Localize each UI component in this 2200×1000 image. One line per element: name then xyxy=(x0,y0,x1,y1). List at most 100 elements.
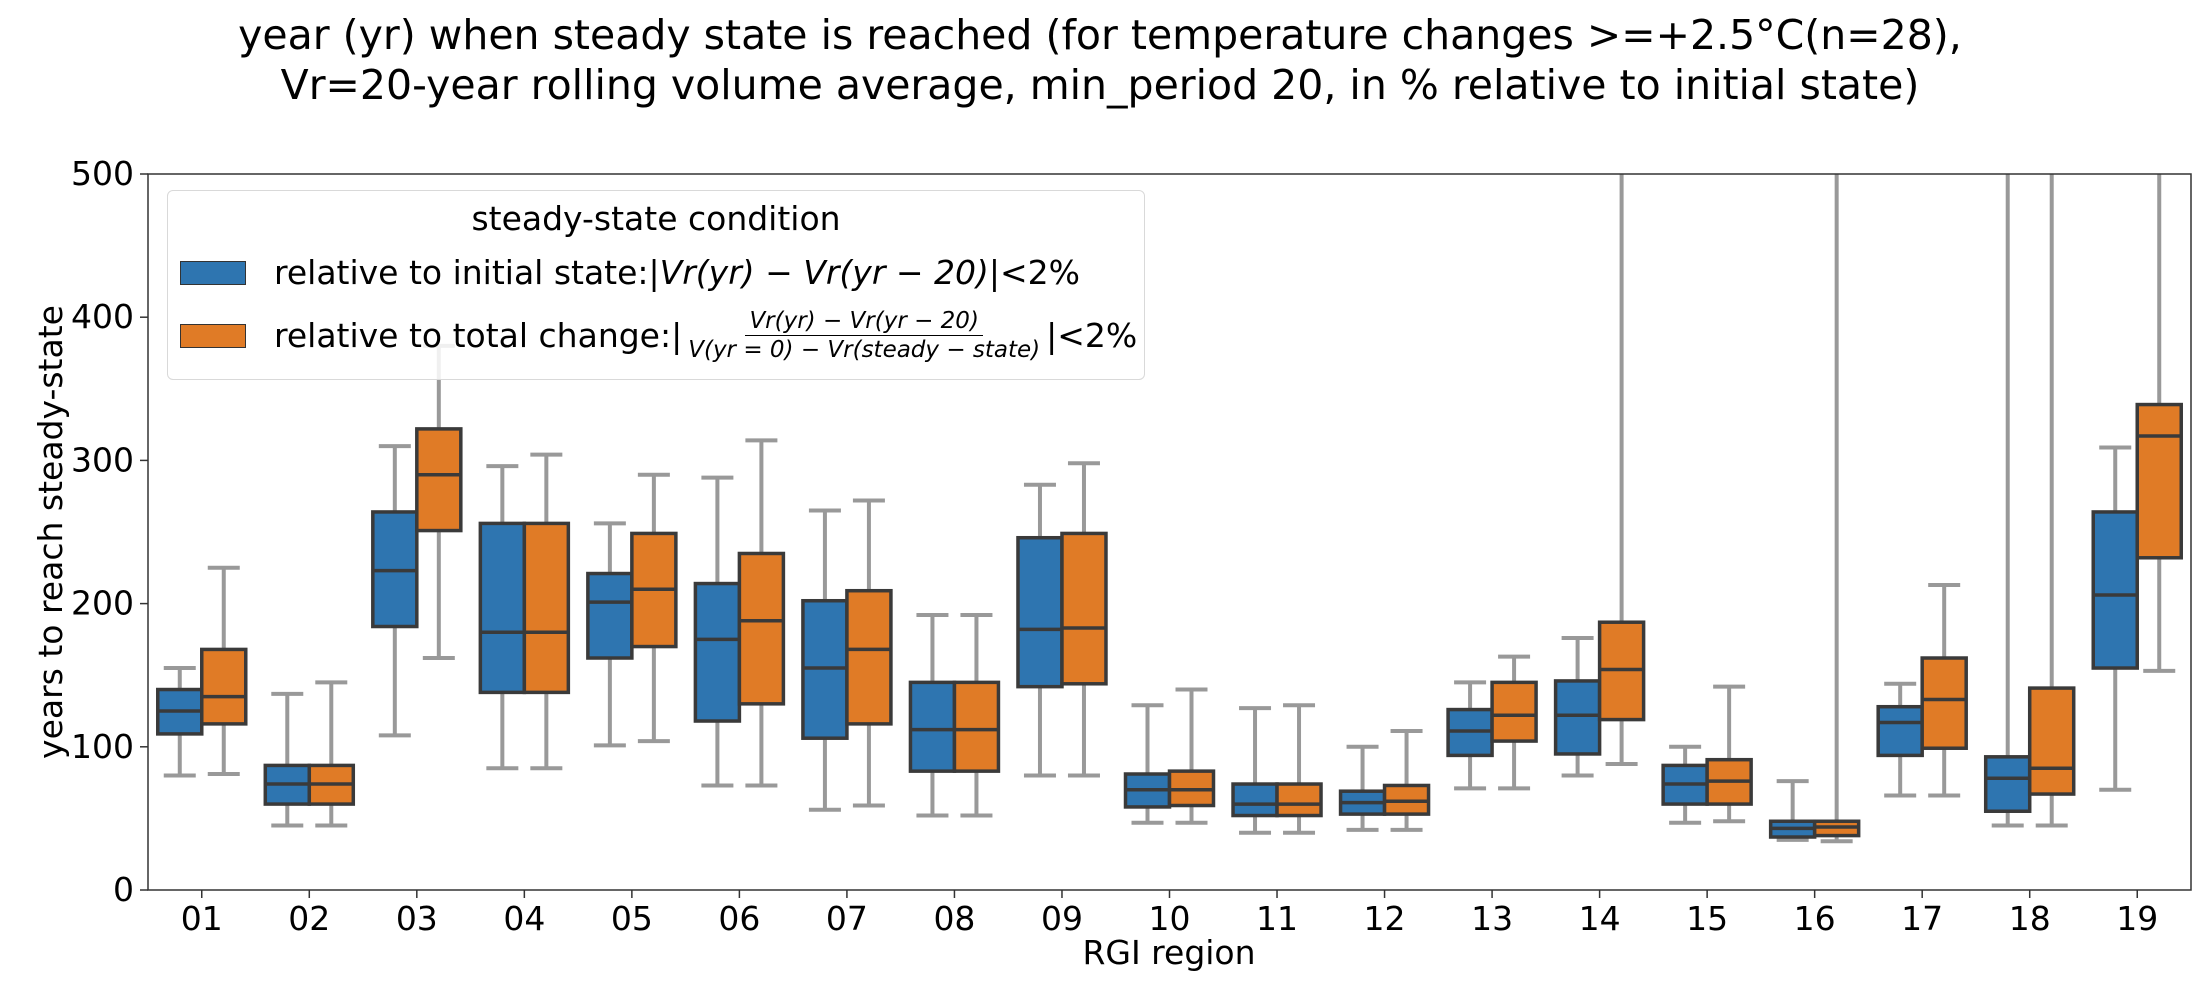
box-13-series-1 xyxy=(1446,680,1494,791)
box-iqr xyxy=(415,427,463,533)
chart-title-line-2: Vr=20-year rolling volume average, min_p… xyxy=(280,61,1920,109)
x-tick-label: 13 xyxy=(1471,899,1513,938)
box-18-series-2 xyxy=(2027,174,2076,828)
box-iqr xyxy=(522,521,571,695)
legend-label-total-suffix: <2% xyxy=(1057,316,1138,355)
x-tick-label: 01 xyxy=(181,899,223,938)
box-iqr xyxy=(1553,679,1602,756)
box-15-series-2 xyxy=(1705,684,1753,824)
box-04-series-1 xyxy=(478,464,527,771)
y-tick-label: 200 xyxy=(71,584,134,623)
box-iqr xyxy=(200,647,248,726)
box-19-series-2 xyxy=(2135,174,2183,673)
box-iqr xyxy=(1920,656,1968,750)
y-axis-ticks: 0 100 200 300 400 500 xyxy=(71,154,148,909)
x-tick-label: 05 xyxy=(611,899,653,938)
legend-bar-right: | xyxy=(1046,316,1058,355)
box-iqr xyxy=(478,521,527,695)
box-19-series-1 xyxy=(2091,445,2139,792)
legend: steady-state condition relative to initi… xyxy=(167,190,1145,380)
box-06-series-1 xyxy=(693,475,742,788)
box-08-series-2 xyxy=(952,613,1001,818)
box-iqr xyxy=(1876,704,1924,758)
box-14-series-1 xyxy=(1553,635,1602,778)
box-03-series-2 xyxy=(415,343,463,661)
x-axis-ticks: 01 02 03 04 05 06 07 08 09 10 11 12 13 14 15 16 17 18 19 xyxy=(181,890,2158,938)
x-tick-label: 07 xyxy=(826,899,868,938)
box-iqr xyxy=(693,581,742,723)
box-iqr xyxy=(1231,782,1279,818)
box-iqr xyxy=(845,588,893,726)
x-tick-label: 15 xyxy=(1686,899,1728,938)
box-04-series-2 xyxy=(522,452,571,771)
box-iqr xyxy=(586,571,634,660)
legend-label-initial-prefix: relative to initial state: xyxy=(274,253,649,292)
x-tick-label: 12 xyxy=(1364,899,1406,938)
box-03-series-1 xyxy=(371,444,419,738)
box-01-series-2 xyxy=(200,565,248,777)
box-13-series-2 xyxy=(1490,654,1538,791)
y-axis-label: years to reach steady-state xyxy=(31,305,70,759)
box-iqr xyxy=(2091,510,2139,670)
box-16-series-2 xyxy=(1812,174,1861,844)
box-01-series-1 xyxy=(156,666,204,778)
x-tick-label: 17 xyxy=(1901,899,1943,938)
legend-item-initial-state: relative to initial state: |Vr(yr) − Vr(… xyxy=(180,253,1080,292)
box-iqr xyxy=(952,680,1001,773)
legend-fraction-numerator: Vr(yr) − Vr(yr − 20) xyxy=(745,307,983,336)
box-iqr xyxy=(1016,535,1064,689)
legend-label-initial-suffix: <2% xyxy=(1000,253,1081,292)
box-09-series-1 xyxy=(1016,482,1064,778)
chart-title-line-1: year (yr) when steady state is reached (… xyxy=(238,11,1962,59)
x-tick-label: 16 xyxy=(1794,899,1836,938)
box-iqr xyxy=(737,551,786,706)
box-iqr xyxy=(1060,531,1108,686)
x-axis-label: RGI region xyxy=(1082,933,1255,972)
box-14-series-2 xyxy=(1597,174,1646,766)
legend-swatch-initial-state xyxy=(180,260,246,285)
legend-item-total-change: relative to total change: | Vr(yr) − Vr(… xyxy=(180,307,1137,364)
legend-fraction: Vr(yr) − Vr(yr − 20) V(yr = 0) − Vr(stea… xyxy=(684,307,1044,364)
box-iqr xyxy=(908,680,957,773)
box-02-series-1 xyxy=(263,691,312,828)
x-tick-label: 14 xyxy=(1579,899,1621,938)
legend-fraction-denominator: V(yr = 0) − Vr(steady − state) xyxy=(688,337,1041,363)
y-tick-label: 400 xyxy=(71,297,134,336)
box-17-series-1 xyxy=(1876,681,1924,798)
y-tick-label: 500 xyxy=(71,154,134,193)
legend-bar-left: | xyxy=(671,316,683,355)
box-11-series-1 xyxy=(1231,706,1279,835)
boxes-layer xyxy=(156,174,2183,844)
box-12-series-2 xyxy=(1382,729,1431,832)
box-15-series-1 xyxy=(1661,744,1709,825)
legend-title: steady-state condition xyxy=(471,199,841,238)
box-09-series-2 xyxy=(1060,461,1108,778)
y-tick-label: 300 xyxy=(71,440,134,479)
x-tick-label: 04 xyxy=(503,899,545,938)
chart-title: year (yr) when steady state is reached (… xyxy=(0,10,2200,110)
y-tick-label: 0 xyxy=(113,870,134,909)
x-tick-label: 09 xyxy=(1041,899,1083,938)
x-tick-label: 19 xyxy=(2116,899,2158,938)
box-08-series-1 xyxy=(908,613,957,818)
box-iqr xyxy=(1275,782,1323,818)
box-12-series-1 xyxy=(1338,744,1387,832)
box-05-series-2 xyxy=(630,472,678,744)
box-11-series-2 xyxy=(1275,703,1323,835)
box-iqr xyxy=(2027,686,2076,796)
box-17-series-2 xyxy=(1920,582,1968,798)
box-02-series-2 xyxy=(307,680,356,828)
x-tick-label: 03 xyxy=(396,899,438,938)
box-06-series-2 xyxy=(737,438,786,788)
box-16-series-1 xyxy=(1768,779,1817,842)
x-tick-label: 10 xyxy=(1149,899,1191,938)
x-tick-label: 11 xyxy=(1256,899,1298,938)
box-iqr xyxy=(2135,402,2183,560)
box-10-series-1 xyxy=(1123,703,1172,825)
x-tick-label: 06 xyxy=(718,899,760,938)
box-iqr xyxy=(1490,680,1538,743)
legend-label-total-prefix: relative to total change: xyxy=(274,316,672,355)
y-tick-label: 100 xyxy=(71,727,134,766)
box-18-series-1 xyxy=(1983,174,2032,828)
